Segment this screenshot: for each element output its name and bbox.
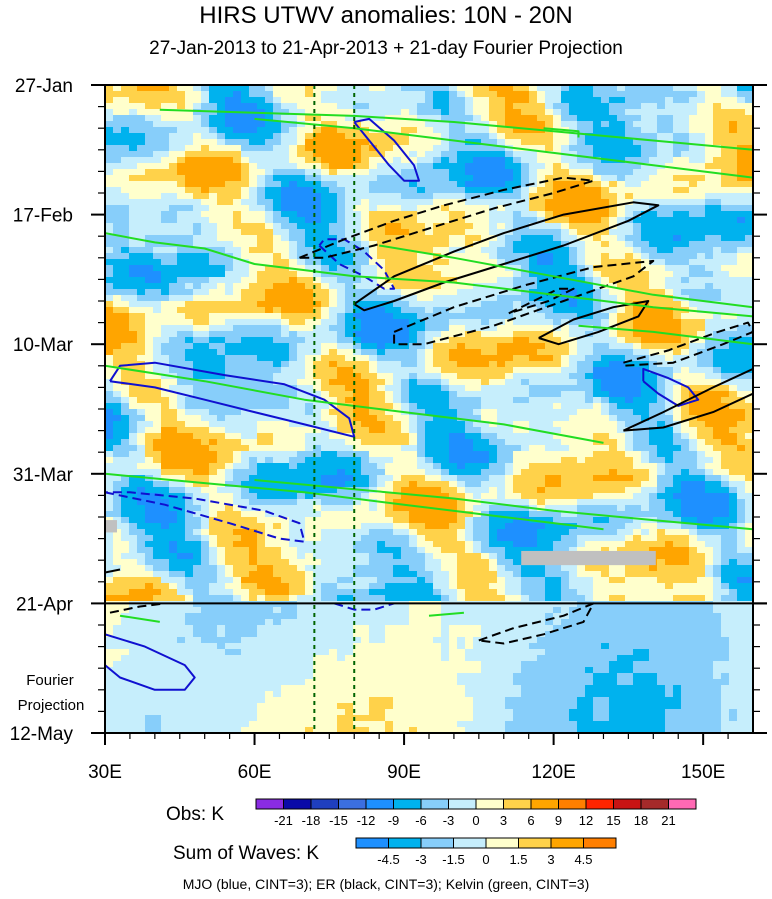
colorbar-tick-label: -15 (329, 813, 348, 828)
colorbar-tick-label: 18 (634, 813, 648, 828)
wave-contour (428, 611, 464, 617)
colorbar-tick-label: 0 (482, 852, 489, 867)
y-tick-label: 27-Jan (15, 76, 73, 97)
wave-contour (105, 491, 306, 543)
wave-contour (299, 176, 595, 259)
colorbar-tick-label: -18 (302, 813, 321, 828)
wave-contour (105, 568, 121, 574)
reference-lines (105, 85, 767, 733)
colorbar-tick-label: 0 (472, 813, 479, 828)
colorbar-swatch (518, 837, 552, 849)
colorbar-swatch (453, 837, 487, 849)
colorbar-swatch (503, 798, 532, 810)
wave-contour (379, 244, 753, 309)
colorbar-tick-label: -6 (415, 813, 427, 828)
colorbar-swatch (583, 837, 617, 849)
colorbar-tick-label: 21 (661, 813, 675, 828)
colorbars: -21 -18 -15 -12 -9 -6 -3 0 3 6 9 12 15 18 21 -4.5 -3 -1.5… (255, 798, 697, 867)
colorbar-swatch (420, 798, 449, 810)
colorbar-swatch (338, 798, 367, 810)
colorbar-tick-label: 12 (579, 813, 593, 828)
colorbar-swatch (448, 798, 477, 810)
colorbar-swatch (388, 837, 422, 849)
colorbar-tick-label: 3 (500, 813, 507, 828)
projection-label: Projection (18, 697, 85, 714)
wave-contour (119, 614, 160, 623)
colorbar-swatch (365, 798, 394, 810)
wave-contour (622, 367, 753, 432)
colorbar-tick-label: -21 (274, 813, 293, 828)
wave-contour (578, 324, 753, 346)
wave-contour (353, 117, 420, 182)
colorbar-swatch (475, 798, 504, 810)
colorbar-tick-label: -4.5 (377, 852, 399, 867)
colorbar-swatch (310, 798, 339, 810)
colorbar-tick-label: 6 (527, 813, 534, 828)
wave-contour (105, 232, 753, 318)
wave-contour (109, 602, 165, 614)
x-tick-label: 30E (88, 762, 122, 783)
legend-text: MJO (blue, CINT=3); ER (black, CINT=3); … (182, 876, 590, 892)
colorbar-tick-label: -3 (443, 813, 455, 828)
wave-contour (393, 259, 655, 346)
colorbar-swatch (613, 798, 642, 810)
colorbar-swatch (485, 837, 519, 849)
y-tick-label: 31-Mar (13, 465, 74, 486)
colorbar-tick-label: -9 (388, 813, 400, 828)
x-tick-label: 60E (238, 762, 272, 783)
anomaly-field (105, 85, 753, 733)
wave-contour (642, 367, 700, 407)
wave-contour (159, 108, 753, 151)
plot-axes: 27-Jan 17-Feb 10-Mar 31-Mar 21-Apr 12-May 30E 6… (10, 76, 767, 783)
wave-contour (543, 127, 580, 138)
colorbar-swatch (558, 798, 587, 810)
y-tick-label: 17-Feb (13, 206, 73, 227)
colorbar-tick-label: -3 (415, 852, 427, 867)
colorbar-tick-label: 3 (547, 852, 554, 867)
chart-subtitle: 27-Jan-2013 to 21-Apr-2013 + 21-day Four… (149, 38, 623, 59)
colorbar-swatch (585, 798, 614, 810)
colorbar-swatch (355, 837, 389, 849)
colorbar-tick-label: -1.5 (442, 852, 464, 867)
colorbar-swatch (668, 798, 697, 810)
colorbar-swatch (640, 798, 669, 810)
y-tick-label: 10-Mar (13, 335, 74, 356)
obs-colorbar-label: Obs: K (166, 804, 225, 825)
colorbar-swatch (550, 837, 584, 849)
missing-data-patch (521, 550, 656, 566)
colorbar-swatch (420, 837, 454, 849)
wave-contour (508, 287, 575, 315)
colorbar-swatch (393, 798, 422, 810)
colorbar-tick-label: -12 (357, 813, 376, 828)
wave-contour (623, 321, 753, 367)
x-tick-label: 120E (531, 762, 575, 783)
y-tick-label: 12-May (10, 724, 74, 745)
colorbar-swatch (530, 798, 559, 810)
colorbar-swatch (283, 798, 312, 810)
wave-contours (105, 108, 753, 691)
colorbar-swatch (255, 798, 284, 810)
wave-contour (478, 602, 595, 645)
wave-contour (254, 479, 753, 531)
colorbar-tick-label: 15 (606, 813, 620, 828)
wave-contour (538, 300, 650, 346)
wave-contour (105, 633, 196, 691)
missing-data-patch (105, 520, 117, 533)
wave-contour (254, 117, 753, 179)
colorbar-tick-label: 4.5 (574, 852, 592, 867)
x-tick-label: 150E (681, 762, 725, 783)
wave-contour (105, 472, 604, 531)
colorbar-tick-label: 1.5 (509, 852, 527, 867)
projection-label: Fourier (26, 672, 74, 689)
wave-contour (334, 602, 395, 611)
wave-contour (109, 361, 356, 438)
waves-colorbar-label: Sum of Waves: K (173, 843, 320, 864)
wave-contour (353, 201, 660, 312)
colorbar-tick-label: 9 (555, 813, 562, 828)
chart-title: HIRS UTWV anomalies: 10N - 20N (199, 2, 573, 29)
y-tick-label: 21-Apr (16, 594, 74, 615)
x-tick-label: 90E (387, 762, 421, 783)
